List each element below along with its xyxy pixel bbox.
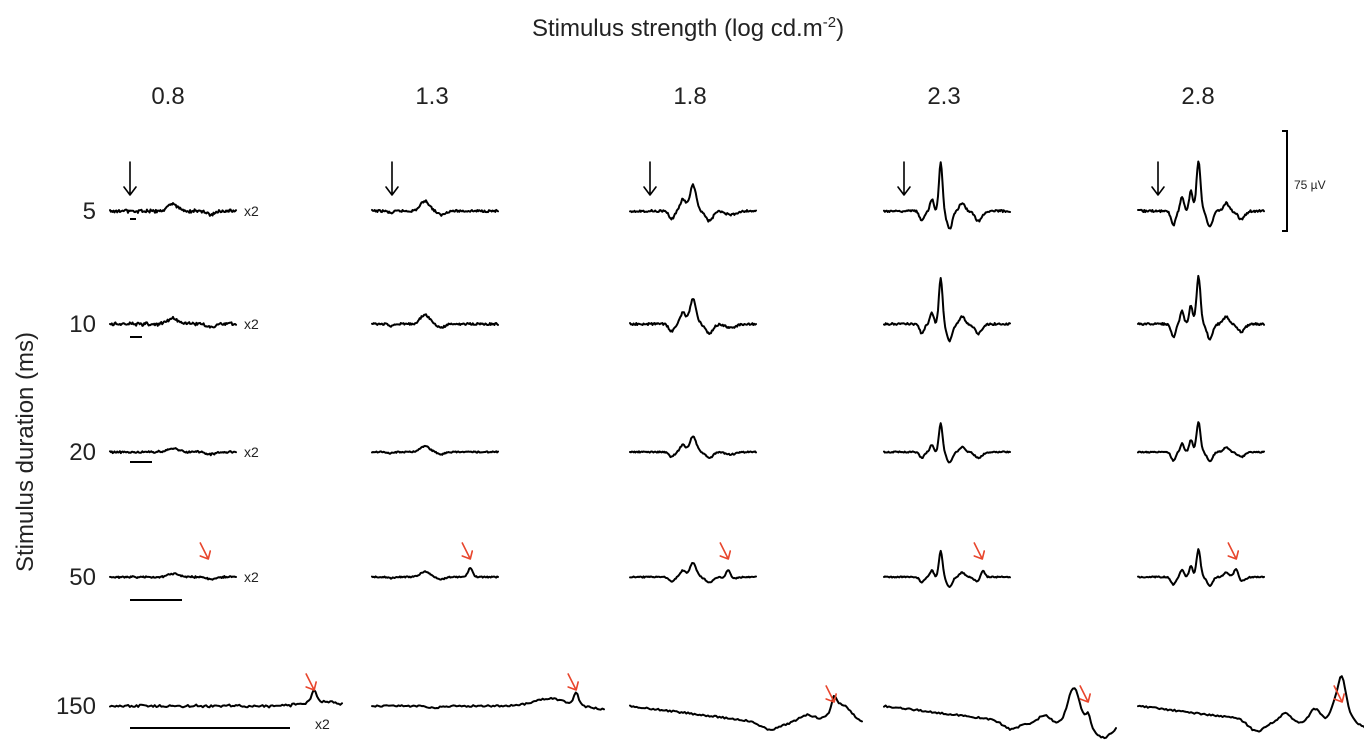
panel-2.3-50 (883, 542, 1011, 588)
gain-label: x2 (315, 716, 330, 732)
scale-bar: 75 µV (1282, 130, 1326, 232)
offset-arrow (719, 542, 732, 560)
row-label-150: 150 (56, 693, 96, 720)
panels: x2 x2 x2 x2 x2 (109, 160, 1364, 740)
panel-2.8-50 (1137, 542, 1265, 587)
panel-1.8-150 (629, 685, 863, 731)
erg-trace (109, 202, 237, 217)
erg-trace (629, 298, 757, 335)
panel-0.8-150: x2 (109, 673, 343, 732)
erg-trace (883, 549, 1011, 588)
row-labels: 5 10 20 50 150 (56, 198, 96, 720)
panel-2.8-150 (1137, 675, 1364, 733)
panel-1.8-50 (629, 542, 757, 584)
column-label-1.8: 1.8 (673, 83, 706, 110)
scale-bar-label: 75 µV (1294, 178, 1326, 192)
erg-trace (883, 687, 1117, 740)
erg-trace (371, 444, 499, 456)
erg-trace (371, 691, 605, 711)
erg-trace (109, 315, 237, 329)
offset-arrow (1227, 542, 1240, 560)
offset-arrow (567, 673, 579, 691)
onset-arrow (123, 161, 137, 196)
column-label-1.3: 1.3 (415, 83, 448, 110)
panel-1.3-50 (371, 542, 499, 581)
chart-title: Stimulus strength (log cd.m-2) (532, 14, 844, 42)
erg-trace (1137, 160, 1265, 228)
panel-2.8-20 (1137, 421, 1265, 463)
offset-arrow (305, 673, 317, 691)
panel-1.8-20 (629, 435, 757, 459)
panel-1.3-10 (371, 313, 499, 329)
column-labels: 0.8 1.3 1.8 2.3 2.8 (151, 83, 1214, 110)
gain-label: x2 (244, 203, 259, 219)
onset-arrow (1151, 161, 1165, 196)
erg-trace (371, 313, 499, 329)
row-label-5: 5 (83, 198, 96, 225)
y-axis-label: Stimulus duration (ms) (12, 332, 39, 572)
offset-arrow (1079, 685, 1091, 703)
panel-1.8-5 (629, 161, 757, 223)
panel-2.3-10 (883, 277, 1011, 343)
panel-1.3-5 (371, 161, 499, 217)
erg-trace (883, 422, 1011, 464)
offset-arrow (1333, 685, 1345, 703)
row-label-50: 50 (69, 564, 96, 591)
erg-trace (109, 447, 237, 457)
row-label-10: 10 (69, 311, 96, 338)
panel-2.3-150 (883, 685, 1117, 740)
column-label-0.8: 0.8 (151, 83, 184, 110)
panel-2.8-5 (1137, 160, 1265, 228)
erg-trace (883, 161, 1011, 230)
erg-trace (1137, 421, 1265, 463)
erg-trace (883, 277, 1011, 343)
onset-arrow (385, 161, 399, 196)
erg-trace (371, 199, 499, 217)
erg-trace (629, 562, 757, 584)
panel-0.8-10: x2 (109, 315, 259, 338)
offset-arrow (199, 542, 212, 560)
panel-1.3-150 (371, 673, 605, 711)
offset-arrow (825, 685, 837, 703)
gain-label: x2 (244, 569, 259, 585)
panel-2.8-10 (1137, 274, 1265, 341)
erg-trace (1137, 548, 1265, 587)
panel-2.3-5 (883, 161, 1011, 230)
erg-trace (1137, 675, 1364, 733)
erg-trace (109, 688, 343, 709)
erg-trace (629, 435, 757, 459)
panel-1.3-20 (371, 444, 499, 456)
row-label-20: 20 (69, 439, 96, 466)
gain-label: x2 (244, 444, 259, 460)
offset-arrow (973, 542, 986, 560)
onset-arrow (643, 161, 657, 196)
erg-trace (629, 183, 757, 223)
panel-0.8-20: x2 (109, 444, 259, 463)
panel-1.8-10 (629, 298, 757, 335)
panel-2.3-20 (883, 422, 1011, 464)
erg-trace (109, 572, 237, 581)
scale-bar-line (1282, 130, 1288, 232)
column-label-2.3: 2.3 (927, 83, 960, 110)
erg-trace (371, 567, 499, 581)
column-label-2.8: 2.8 (1181, 83, 1214, 110)
panel-0.8-50: x2 (109, 542, 259, 601)
erg-trace (1137, 274, 1265, 341)
gain-label: x2 (244, 316, 259, 332)
offset-arrow (461, 542, 474, 560)
onset-arrow (897, 161, 911, 196)
panel-0.8-5: x2 (109, 161, 259, 220)
erg-trace (629, 695, 863, 731)
